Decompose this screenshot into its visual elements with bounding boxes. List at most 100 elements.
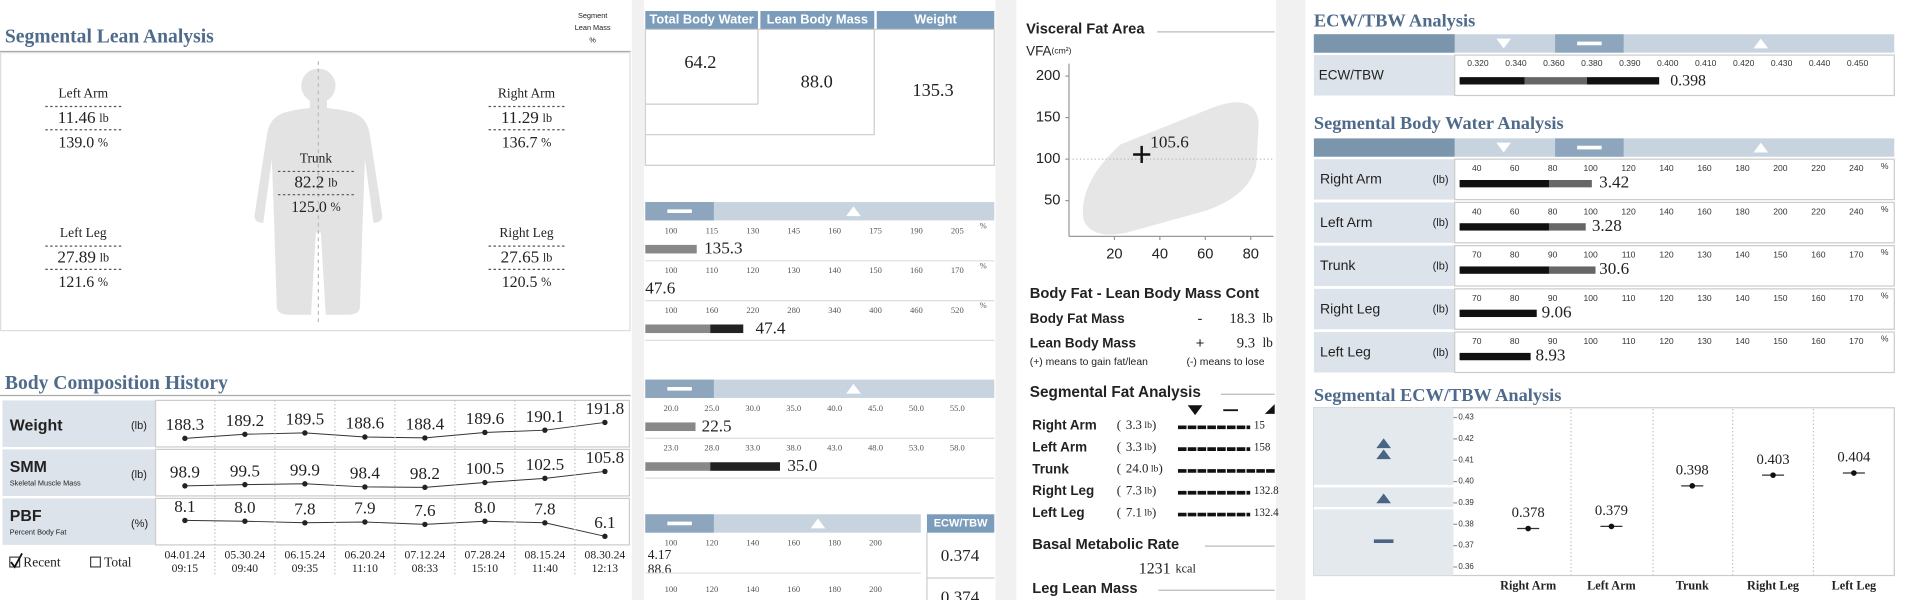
percent-mark: %: [1881, 290, 1889, 300]
fat-segment-mass: (7.3 lb): [1117, 483, 1157, 497]
scale-tick: 50.0: [909, 403, 924, 413]
normal-range-area: [1082, 102, 1259, 235]
segment-percent: 121.6%: [58, 274, 108, 291]
history-value: 6.1: [594, 513, 615, 532]
scale-bar: [1548, 180, 1592, 188]
bmr-value: 1231 kcal: [1139, 560, 1197, 577]
value-point: [1851, 470, 1857, 476]
triangle-icon: [846, 206, 861, 217]
scale-tick: 80: [1510, 293, 1520, 303]
history-point: [302, 481, 308, 487]
triangle-icon: [1753, 38, 1769, 49]
scale-tick: 40: [1472, 206, 1482, 216]
scale-tick: 140: [746, 584, 759, 594]
row-unit: (lb): [1433, 217, 1449, 229]
scale-tick: 200: [1773, 163, 1788, 173]
scale-tick: 170: [1849, 250, 1864, 260]
mass-unit: lb: [1144, 420, 1152, 431]
history-value: 7.8: [534, 499, 555, 518]
scale-tick: 120: [1621, 206, 1636, 216]
ecw-value: 0.374: [941, 546, 980, 565]
scale-tick: 160: [787, 538, 800, 548]
segment-mass: 11.46 lb: [58, 108, 109, 127]
fat-segment-name: Left Arm: [1032, 439, 1087, 454]
triangle-icon: [1376, 449, 1392, 460]
segment-percent: 125.0%: [291, 199, 341, 216]
history-value: 7.8: [294, 499, 315, 518]
scale-tick: 80: [1548, 163, 1558, 173]
value-label: 0.378: [1512, 505, 1545, 521]
section-heading: Body Fat - Lean Body Mass Cont: [1030, 286, 1259, 302]
scale-bar: [1548, 266, 1596, 274]
checkbox-label: Recent: [23, 554, 61, 569]
scale-bar: [710, 462, 780, 471]
triangle-icon: [1496, 38, 1512, 49]
header-bar-label: [1313, 138, 1455, 157]
column-gap: [631, 0, 645, 600]
segment-percent: 120.5%: [502, 274, 552, 291]
row-label: Weight: [10, 417, 63, 434]
scale-bar: [710, 324, 744, 334]
header-bar: [1454, 34, 1895, 53]
row-label: Trunk: [1320, 257, 1356, 273]
mass-value: 3.3: [1126, 440, 1142, 454]
row-plot-cell: [1454, 54, 1895, 97]
scale-unit: %: [980, 260, 987, 270]
control-sign: -: [1198, 311, 1203, 327]
scale-tick: 0.380: [1581, 58, 1603, 68]
segment-percent: 139.0%: [58, 134, 108, 151]
scale-tick: 150: [869, 265, 882, 275]
scale-tick: 80: [1510, 250, 1520, 260]
section-frame: [0, 52, 631, 332]
time-label: 09:35: [292, 562, 319, 575]
fat-segment-mass: (3.3 lb): [1117, 418, 1157, 432]
axis-title: VFA(cm²): [1026, 43, 1072, 58]
scale-tick: 100: [665, 305, 678, 315]
history-point: [182, 517, 188, 524]
scale-bar: [645, 422, 696, 432]
scale-tick: 205: [951, 225, 964, 235]
scale-tick: 160: [1811, 293, 1826, 303]
checkbox[interactable]: [90, 556, 102, 568]
scale-tick: 160: [1697, 206, 1712, 216]
control-label: Body Fat Mass: [1030, 311, 1125, 326]
scale-tick: 130: [1697, 336, 1712, 346]
scale-tick: 220: [1811, 163, 1826, 173]
history-value: 190.1: [526, 407, 565, 426]
mass-unit: lb: [328, 175, 338, 189]
bracket: (: [1117, 505, 1121, 519]
scale-tick: 340: [828, 305, 841, 315]
scale-tick: 240: [1849, 206, 1864, 216]
scale-tick: 140: [828, 265, 841, 275]
scale-tick: 28.0: [704, 443, 719, 453]
fat-segment-name: Right Arm: [1032, 418, 1097, 433]
percent-unit: %: [331, 200, 341, 214]
section-title: ECW/TBW Analysis: [1314, 10, 1475, 30]
control-value: 18.3: [1229, 311, 1255, 327]
fat-percent: 132.4: [1254, 507, 1279, 519]
control-unit: lb: [1262, 311, 1273, 326]
fat-percent: 158: [1254, 441, 1271, 453]
row-label: PBF: [10, 508, 42, 525]
fat-segment-name: Left Leg: [1032, 505, 1084, 520]
history-point: [422, 435, 428, 441]
row-label-cell: [1313, 159, 1455, 200]
mass-value: 82.2: [294, 173, 324, 192]
history-point: [542, 475, 548, 482]
row-unit: (lb): [1433, 347, 1449, 359]
history-value: 188.4: [406, 415, 445, 434]
percent-unit: %: [98, 135, 108, 149]
history-value: 98.4: [350, 464, 380, 483]
date-label: 06.20.24: [345, 549, 386, 562]
mass-unit: lb: [100, 250, 110, 264]
scale-bar: [645, 244, 697, 254]
row-label-cell: [1313, 55, 1455, 96]
scale-tick: 110: [706, 265, 719, 275]
time-label: 08:33: [412, 562, 439, 575]
segment-name: Right Arm: [498, 85, 556, 100]
control-label: Lean Body Mass: [1030, 336, 1136, 351]
scale-value: 3.42: [1599, 173, 1629, 192]
history-value: 98.2: [410, 464, 440, 483]
history-point: [242, 518, 248, 524]
scale-tick: 180: [1735, 206, 1750, 216]
